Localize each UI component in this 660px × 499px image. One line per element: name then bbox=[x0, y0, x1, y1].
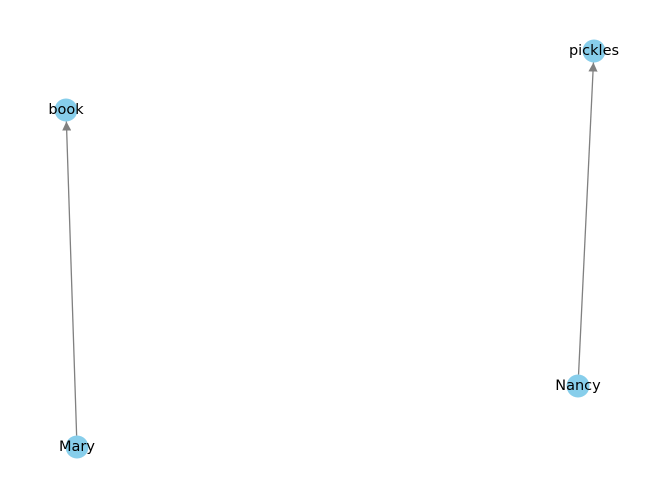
node-mary: Mary bbox=[59, 435, 95, 459]
node-nancy-circle bbox=[566, 374, 590, 398]
node-mary-label: Mary bbox=[59, 439, 95, 455]
node-nancy-label: Nancy bbox=[555, 378, 601, 394]
node-pickles: pickles bbox=[569, 39, 619, 63]
edge-nancy-pickles bbox=[577, 62, 598, 375]
node-book-circle bbox=[54, 98, 78, 122]
node-pickles-label: pickles bbox=[569, 43, 619, 59]
node-nancy: Nancy bbox=[555, 374, 601, 398]
node-book-label: book bbox=[48, 102, 84, 118]
node-pickles-circle bbox=[582, 39, 606, 63]
node-layer: book Mary pickles Nancy bbox=[48, 39, 619, 459]
edge-layer bbox=[62, 62, 598, 436]
node-book: book bbox=[48, 98, 84, 122]
edge-mary-book bbox=[62, 121, 78, 436]
node-mary-circle bbox=[65, 435, 89, 459]
